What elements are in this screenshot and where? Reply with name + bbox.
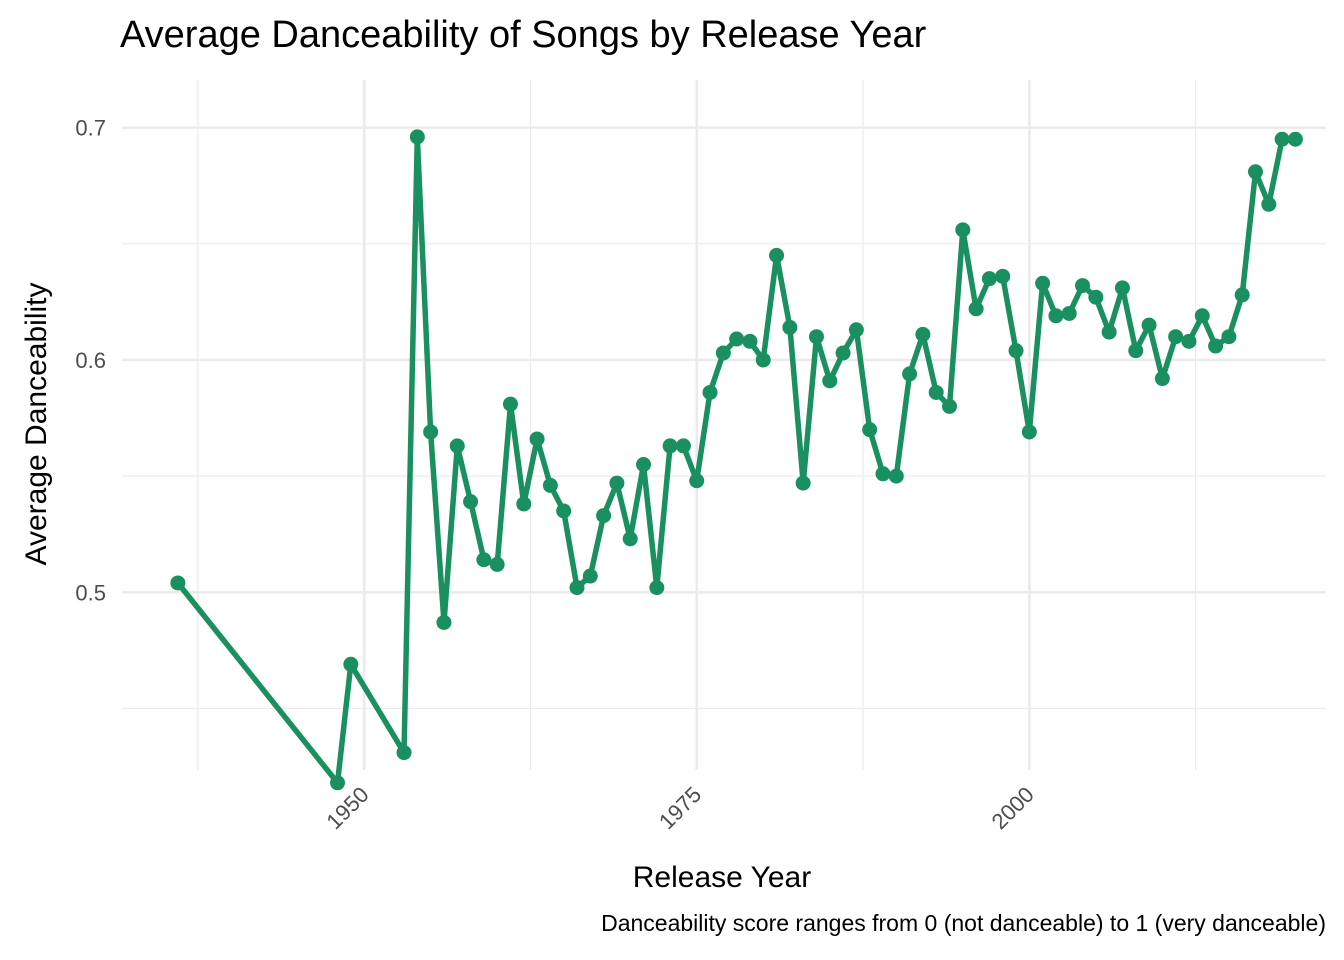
data-point <box>516 496 532 512</box>
data-point <box>769 247 785 263</box>
data-point <box>463 494 479 510</box>
data-point <box>1088 289 1104 305</box>
x-tick-label: 1975 <box>654 782 706 834</box>
x-axis-label: Release Year <box>633 861 811 894</box>
chart-caption: Danceability score ranges from 0 (not da… <box>601 910 1326 936</box>
series-group <box>175 134 1299 786</box>
data-point <box>795 475 811 491</box>
data-point <box>1035 275 1051 291</box>
data-point <box>1221 329 1237 345</box>
data-point <box>449 438 465 454</box>
data-point <box>928 384 944 400</box>
data-point <box>1048 308 1064 324</box>
y-tick-label: 0.5 <box>75 580 106 605</box>
data-point <box>636 456 652 472</box>
data-point <box>848 322 864 338</box>
data-point <box>662 438 678 454</box>
data-point <box>782 319 798 335</box>
data-point <box>902 366 918 382</box>
data-point <box>1194 308 1210 324</box>
data-point <box>1234 287 1250 303</box>
data-point <box>1287 131 1303 147</box>
data-point <box>476 552 492 568</box>
y-tick-labels: 0.5 0.6 0.7 <box>75 116 106 606</box>
data-point <box>1114 280 1130 296</box>
data-point <box>1101 324 1117 340</box>
data-point <box>1168 329 1184 345</box>
data-point <box>569 580 585 596</box>
data-point <box>409 129 425 145</box>
chart-title: Average Danceability of Songs by Release… <box>120 14 927 56</box>
y-axis-label: Average Danceability <box>20 283 53 566</box>
data-point <box>742 333 758 349</box>
data-point <box>981 271 997 287</box>
point-group <box>170 129 1303 791</box>
data-point <box>822 373 838 389</box>
data-point <box>1128 343 1144 359</box>
data-point <box>1154 371 1170 387</box>
data-point <box>596 508 612 524</box>
x-tick-labels: 1950 1975 2000 <box>321 782 1038 834</box>
data-point <box>343 656 359 672</box>
data-point <box>1247 164 1263 180</box>
data-point <box>529 431 545 447</box>
y-tick-label: 0.7 <box>75 116 106 141</box>
data-point <box>729 331 745 347</box>
data-point <box>755 352 771 368</box>
data-point <box>835 345 851 361</box>
data-point <box>675 438 691 454</box>
data-point <box>622 531 638 547</box>
data-point <box>1021 424 1037 440</box>
data-point <box>609 475 625 491</box>
data-point <box>489 556 505 572</box>
data-point <box>689 473 705 489</box>
data-point <box>1075 278 1091 294</box>
y-tick-label: 0.6 <box>75 348 106 373</box>
data-point <box>942 398 958 414</box>
data-point <box>995 268 1011 284</box>
data-point <box>875 466 891 482</box>
data-point <box>542 477 558 493</box>
data-point <box>423 424 439 440</box>
data-point <box>1141 317 1157 333</box>
data-point <box>170 575 186 591</box>
data-point <box>1061 305 1077 321</box>
data-point <box>1274 131 1290 147</box>
series-line <box>175 134 1299 786</box>
data-point <box>396 745 412 761</box>
data-point <box>582 568 598 584</box>
data-point <box>436 614 452 630</box>
data-point <box>556 503 572 519</box>
data-point <box>715 345 731 361</box>
data-point <box>1181 333 1197 349</box>
data-point <box>1008 343 1024 359</box>
data-point <box>955 222 971 238</box>
data-point <box>808 329 824 345</box>
data-point <box>968 301 984 317</box>
data-point <box>502 396 518 412</box>
x-tick-label: 2000 <box>987 782 1039 834</box>
data-point <box>649 580 665 596</box>
data-point <box>702 384 718 400</box>
x-tick-label: 1950 <box>321 782 373 834</box>
data-point <box>862 422 878 438</box>
data-point <box>1208 338 1224 354</box>
data-point <box>330 775 346 791</box>
data-point <box>915 326 931 342</box>
data-point <box>888 468 904 484</box>
grid-major <box>122 80 1326 770</box>
data-point <box>1261 196 1277 212</box>
grid-minor <box>122 80 1326 770</box>
